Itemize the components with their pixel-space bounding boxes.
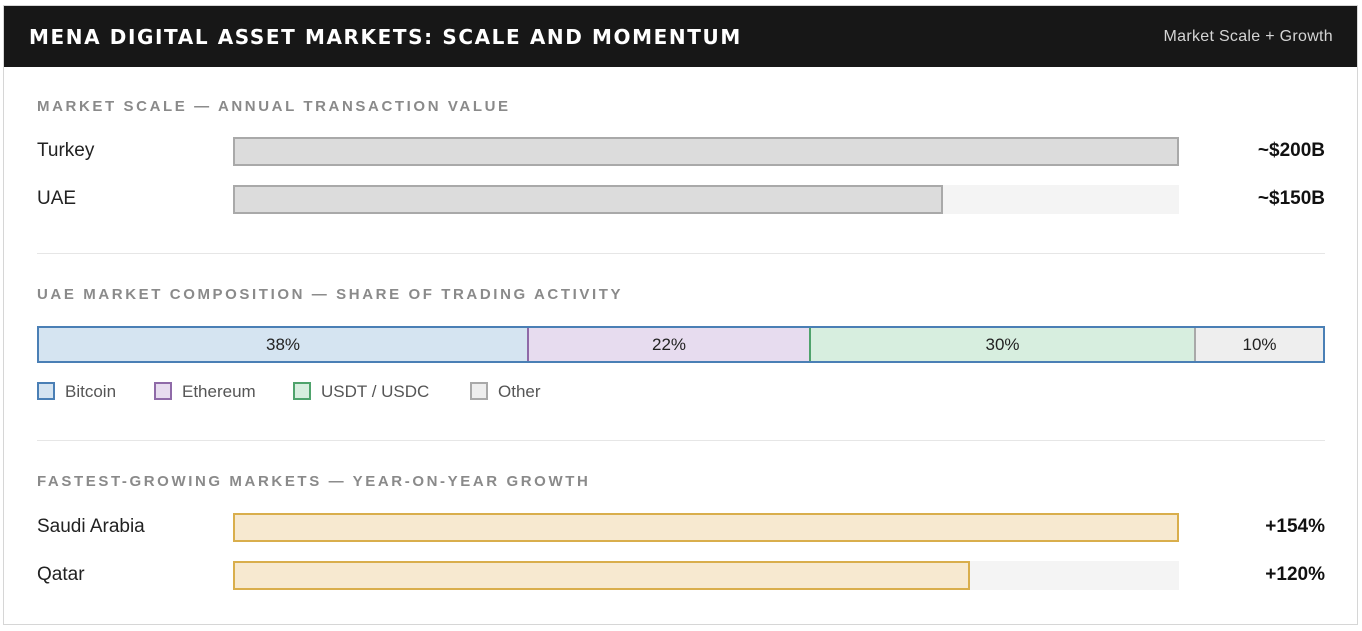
legend-swatch bbox=[470, 382, 488, 400]
legend-label: Bitcoin bbox=[65, 382, 117, 401]
growth-value-label: +120% bbox=[1265, 564, 1325, 585]
divider bbox=[37, 253, 1325, 254]
legend-label: Other bbox=[498, 382, 541, 401]
composition-segment-usdt-usdc: 30% bbox=[809, 328, 1194, 361]
scale-bar-track bbox=[233, 137, 1179, 166]
page-title: MENA DIGITAL ASSET MARKETS: SCALE AND MO… bbox=[29, 25, 742, 49]
growth-bar bbox=[233, 561, 970, 590]
growth-section-label: FASTEST-GROWING MARKETS — YEAR-ON-YEAR G… bbox=[37, 473, 591, 490]
scale-row: UAE ~$150B bbox=[4, 185, 1357, 215]
growth-value-label: +154% bbox=[1265, 516, 1325, 537]
scale-bar bbox=[233, 185, 943, 214]
growth-category-label: Saudi Arabia bbox=[37, 516, 145, 537]
legend-swatch bbox=[154, 382, 172, 400]
composition-stacked-bar: 38% 22% 30% 10% bbox=[37, 326, 1325, 363]
growth-bar-track bbox=[233, 513, 1179, 542]
scale-row: Turkey ~$200B bbox=[4, 137, 1357, 167]
legend-label: Ethereum bbox=[182, 382, 256, 401]
growth-bar-track bbox=[233, 561, 1179, 590]
growth-row: Saudi Arabia +154% bbox=[4, 513, 1357, 543]
composition-section-label: UAE MARKET COMPOSITION — SHARE OF TRADIN… bbox=[37, 286, 624, 303]
divider bbox=[37, 440, 1325, 441]
growth-bar bbox=[233, 513, 1179, 542]
composition-segment-bitcoin: 38% bbox=[39, 328, 527, 361]
scale-value-label: ~$150B bbox=[1257, 188, 1325, 209]
header-bar: MENA DIGITAL ASSET MARKETS: SCALE AND MO… bbox=[4, 6, 1357, 67]
scale-section-label: MARKET SCALE — ANNUAL TRANSACTION VALUE bbox=[37, 98, 511, 115]
chart-card: MENA DIGITAL ASSET MARKETS: SCALE AND MO… bbox=[3, 5, 1358, 625]
page-subtitle: Market Scale + Growth bbox=[1163, 28, 1333, 45]
growth-row: Qatar +120% bbox=[4, 561, 1357, 591]
scale-category-label: Turkey bbox=[37, 140, 95, 161]
scale-bar bbox=[233, 137, 1179, 166]
composition-segment-ethereum: 22% bbox=[527, 328, 809, 361]
scale-category-label: UAE bbox=[37, 188, 77, 209]
legend-label: USDT / USDC bbox=[321, 382, 430, 401]
scale-value-label: ~$200B bbox=[1257, 140, 1325, 161]
scale-bar-track bbox=[233, 185, 1179, 214]
legend-swatch bbox=[293, 382, 311, 400]
composition-segment-other: 10% bbox=[1194, 328, 1323, 361]
growth-category-label: Qatar bbox=[37, 564, 85, 585]
legend-swatch bbox=[37, 382, 55, 400]
